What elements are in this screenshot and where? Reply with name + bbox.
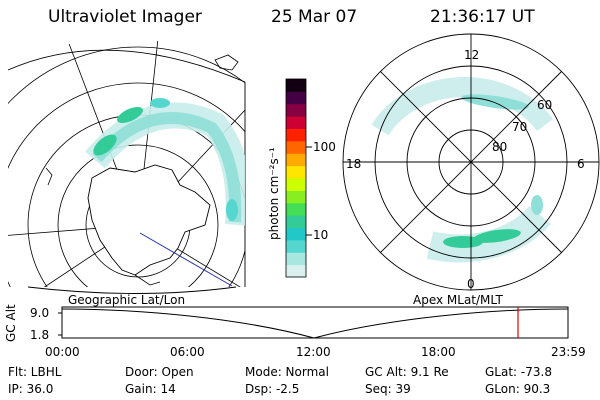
altitude-ylabel: GC Alt [4, 304, 18, 342]
observation-date: 25 Mar 07 [271, 7, 358, 27]
satellite-track [139, 232, 233, 287]
info-seq: Seq: 39 [365, 382, 411, 396]
info-gc-alt: GC Alt: 9.1 Re [365, 365, 449, 379]
latitude-circle [57, 144, 219, 287]
aurora-emission-polar [371, 77, 554, 263]
mlat-label-60: 60 [537, 98, 553, 112]
colorbar-cell [286, 153, 306, 167]
geo-map-label: Geographic Lat/Lon [68, 293, 186, 307]
info-glat: GLat: -73.8 [485, 365, 552, 379]
mlat-label-80: 80 [492, 140, 508, 154]
colorbar-cell [286, 190, 306, 204]
info-mode: Mode: Normal [245, 365, 329, 379]
info-gain: Gain: 14 [125, 382, 176, 396]
colorbar-cell [286, 128, 306, 142]
info-filter: Flt: LBHL [8, 365, 62, 379]
colorbar-cell [286, 215, 306, 228]
aurora-emission-geo [85, 98, 245, 226]
mlt-label-0: 0 [467, 277, 475, 291]
colorbar-cell [286, 178, 306, 191]
altitude-ytick-high: 9.0 [30, 306, 50, 320]
info-door: Door: Open [125, 365, 194, 379]
info-glon: GLon: 90.3 [485, 382, 551, 396]
colorbar-tick-100: 100 [313, 140, 336, 154]
colorbar-tick-10: 10 [313, 228, 329, 242]
colorbar-cell [286, 165, 306, 179]
colorbar-cell [286, 264, 306, 278]
time-tick-1800: 18:00 [421, 345, 456, 359]
mlt-label-18: 18 [346, 157, 362, 171]
colorbar-cell [286, 79, 306, 92]
instrument-title: Ultraviolet Imager [48, 7, 202, 27]
colorbar-cell [286, 227, 306, 241]
latitude-circle [8, 82, 245, 287]
colorbar-cell [286, 239, 306, 253]
colorbar-cell [286, 202, 306, 216]
colorbar-cell [286, 252, 306, 266]
colorbar-cell [286, 140, 306, 154]
time-tick-2359: 23:59 [551, 345, 586, 359]
polar-plot-label: Apex MLat/MLT [413, 293, 503, 307]
antarctica-coastline [87, 164, 211, 276]
time-tick-0600: 06:00 [170, 345, 205, 359]
altitude-ytick-low: 1.8 [30, 328, 50, 342]
info-dsp: Dsp: -2.5 [245, 382, 300, 396]
altitude-curve [61, 308, 569, 339]
latitude-circle [8, 46, 245, 287]
colorbar-cell [286, 103, 306, 117]
info-ip: IP: 36.0 [8, 382, 54, 396]
mlt-label-12: 12 [464, 48, 480, 62]
colorbar-cell [286, 91, 306, 105]
mlt-label-6: 6 [577, 157, 585, 171]
time-tick-1200: 12:00 [296, 345, 331, 359]
mlat-label-70: 70 [512, 120, 528, 134]
time-tick-0000: 00:00 [45, 345, 80, 359]
colorbar-cell [286, 116, 306, 129]
observation-time: 21:36:17 UT [430, 7, 535, 27]
